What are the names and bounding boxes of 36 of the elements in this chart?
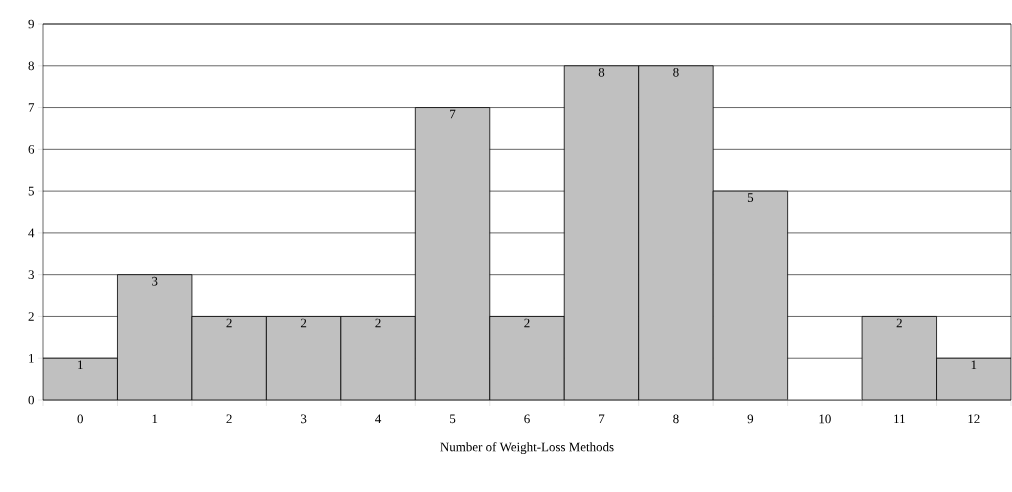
data-label: 3 [152,276,158,286]
data-label: 2 [226,318,232,328]
x-tick-label: 11 [894,414,905,424]
y-tick-label: 8 [28,61,34,71]
data-label: 2 [524,318,530,328]
x-tick-label: 9 [747,414,754,424]
x-tick-label: 12 [968,414,980,424]
x-tick-label: 2 [226,414,232,424]
x-axis-title: Number of Weight-Loss Methods [440,442,614,455]
y-tick-label: 2 [28,312,34,321]
data-label: 2 [375,318,381,328]
y-tick-label: 1 [29,353,34,363]
y-tick-label: 3 [28,270,34,280]
data-label: 5 [747,193,754,202]
x-tick-label: 10 [819,414,831,424]
data-label: 7 [450,109,456,119]
y-tick-label: 6 [28,144,35,154]
x-tick-label: 1 [152,414,158,424]
x-tick-label: 6 [524,414,530,424]
y-tick-label: 0 [28,395,34,405]
x-tick-label: 8 [673,414,679,424]
data-label: 8 [673,67,679,77]
y-tick-label: 5 [28,186,34,196]
data-label: 1 [78,360,83,369]
x-tick-label: 4 [375,414,382,424]
y-tick-label: 4 [28,228,35,238]
x-tick-label: 7 [599,414,605,424]
x-tick-label: 5 [450,414,456,424]
y-tick-label: 7 [28,103,35,112]
data-label: 2 [896,318,902,328]
x-tick-label: 3 [301,414,307,424]
x-tick-label: 0 [77,414,83,424]
data-label: 1 [971,360,977,369]
data-label: 2 [300,318,307,328]
y-tick-label: 9 [28,19,34,29]
data-label: 8 [598,67,605,77]
